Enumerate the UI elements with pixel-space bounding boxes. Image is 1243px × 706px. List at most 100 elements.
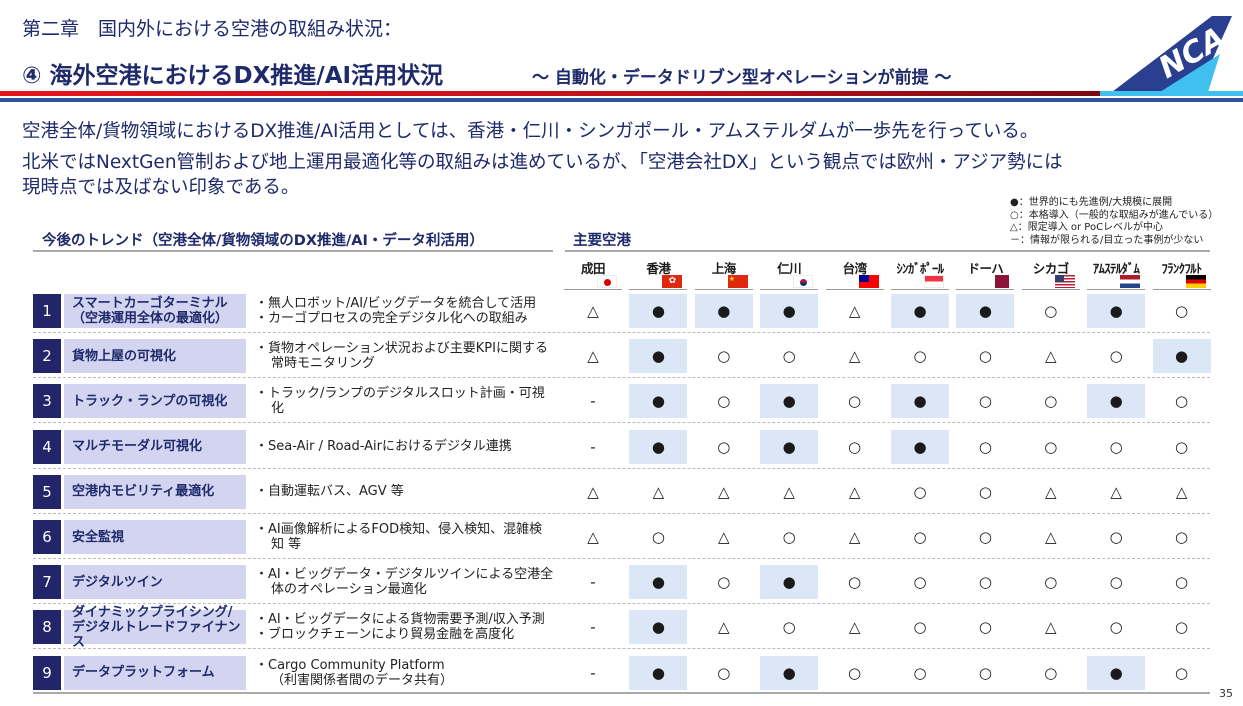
trend-description: ・貨物オペレーション状況および主要KPIに関する常時モニタリング <box>255 339 555 373</box>
status-full: ○ <box>1175 392 1189 411</box>
trend-description: ・自動運転バス、AGV 等 <box>255 475 555 509</box>
airport-column-header: 成田 <box>580 261 606 276</box>
status-full: ○ <box>1175 573 1189 592</box>
description-bullet: ・貨物オペレーション状況および主要KPIに関する常時モニタリング <box>255 341 548 372</box>
status-limited: △ <box>587 347 599 366</box>
airport-header-line <box>565 250 1210 252</box>
trend-label: マルチモーダル可視化 <box>64 429 246 464</box>
row-number: 3 <box>33 384 61 419</box>
trend-label: 空港内モビリティ最適化 <box>64 474 246 509</box>
row-number: 2 <box>33 339 61 374</box>
airport-column-header: 上海 <box>711 261 737 276</box>
trend-label: トラック・ランプの可視化 <box>64 384 246 419</box>
description-bullet: ・AI画像解析によるFOD検知、侵入検知、混雑検知 等 <box>255 522 543 552</box>
description-bullet: ・AI・ビッグデータによる貨物需要予測/収入予測 <box>255 612 545 628</box>
description-bullet: ・ブロックチェーンにより貿易金融を高度化 <box>255 627 515 643</box>
taiwan-flag-icon <box>858 275 879 288</box>
trend-description: ・トラック/ランプのデジタルスロット計画・可視化 <box>255 384 555 418</box>
trend-label-text: デジタルツイン <box>72 575 163 590</box>
column-header-line <box>891 289 949 290</box>
intro-line-2: 北米ではNextGen管制および地上運用最適化等の取組みは進めているが、「空港会… <box>22 152 1063 173</box>
status-advanced: ● <box>1087 655 1146 690</box>
trend-label-line: データプラットフォーム <box>72 665 215 681</box>
status-full: ○ <box>782 528 796 546</box>
status-limited: △ <box>848 618 861 637</box>
status-full: ○ <box>913 618 927 637</box>
column-header-line <box>1021 289 1080 290</box>
status-advanced: ● <box>956 294 1015 328</box>
trend-header: 今後のトレンド（空港全体/貨物領域のDX推進/AI・データ利活用） <box>42 233 484 249</box>
status-full: ○ <box>913 347 927 366</box>
status-limited: △ <box>587 302 599 320</box>
status-full: ○ <box>717 347 731 366</box>
status-limited: △ <box>848 302 861 320</box>
status-full: ○ <box>1109 618 1123 637</box>
row-number: 4 <box>33 429 61 464</box>
row-divider <box>33 422 1210 424</box>
trend-label-text: 安全監視 <box>72 530 124 545</box>
status-advanced: ● <box>629 339 688 374</box>
trend-label-text: トラック・ランプの可視化 <box>72 394 227 409</box>
row-divider <box>33 558 1210 559</box>
description-bullet: ・Sea-Air / Road-Airにおけるデジタル連携 <box>255 439 512 455</box>
status-limited: △ <box>587 482 599 501</box>
trend-header-line <box>33 250 553 252</box>
status-advanced: ● <box>891 384 949 419</box>
row-number: 5 <box>33 474 61 509</box>
trend-label-line: 空港内モビリティ最適化 <box>72 484 215 500</box>
airport-column-header: 台湾 <box>842 261 868 276</box>
trend-label-line: スマートカーゴターミナル <box>72 296 228 311</box>
status-full: ○ <box>913 573 927 592</box>
status-none: - <box>590 618 596 637</box>
hong-kong-flag-icon: ✿ <box>662 275 683 288</box>
status-full: ○ <box>1044 392 1058 411</box>
status-limited: △ <box>1175 482 1188 501</box>
status-full: ○ <box>717 392 731 411</box>
korea-flag-icon <box>793 275 814 288</box>
trend-label-line: デジタルトレードファイナンス <box>72 619 241 650</box>
status-limited: △ <box>652 482 665 501</box>
row-number: 1 <box>33 294 61 328</box>
row-divider <box>33 603 1210 605</box>
status-limited: △ <box>1045 618 1057 637</box>
status-full: ○ <box>1175 528 1189 546</box>
status-advanced: ● <box>760 565 819 600</box>
status-full: ○ <box>1109 437 1123 456</box>
table-bottom-line <box>33 692 1210 694</box>
status-full: ○ <box>651 528 665 546</box>
status-full: ○ <box>1175 618 1189 637</box>
column-header-line <box>1152 289 1211 290</box>
status-advanced: ● <box>629 655 688 690</box>
status-full: ○ <box>913 482 927 501</box>
status-full: ○ <box>978 347 992 366</box>
trend-description: ・AI・ビッグデータによる貨物需要予測/収入予測 ・ブロックチェーンにより貿易金融… <box>255 610 555 644</box>
column-header-line <box>564 289 622 290</box>
status-none: - <box>590 573 596 592</box>
header-divider-cyan <box>1100 91 1243 96</box>
status-full: ○ <box>978 618 992 637</box>
trend-description: ・AI・ビッグデータ・デジタルツインによる空港全体のオペレーション最適化 <box>255 565 555 599</box>
trend-label-text: マルチモーダル可視化 <box>72 439 202 454</box>
row-divider <box>33 512 1210 514</box>
description-bullet: ・無人ロボット/AI/ビッグデータを統合して活用 <box>255 296 537 311</box>
status-advanced: ● <box>1087 384 1146 419</box>
status-none: - <box>590 392 596 411</box>
header-divider-red <box>0 91 1100 96</box>
page-title: ④ 海外空港におけるDX推進/AI活用状況 <box>22 63 444 89</box>
status-full: ○ <box>848 663 862 682</box>
germany-flag-icon <box>1185 275 1206 288</box>
trend-label: デジタルツイン <box>64 565 246 600</box>
trend-description: ・Cargo Community Platform （利害関係者間のデータ共有） <box>255 656 555 690</box>
airport-column-header: シカゴ <box>1032 261 1070 276</box>
trend-label-text: データプラットフォーム <box>72 665 215 680</box>
trend-label-line: ダイナミックプライシング/ <box>72 604 233 620</box>
description-bullet: ・カーゴプロセスの完全デジタル化への取組み <box>255 311 528 326</box>
status-limited: △ <box>1110 482 1122 501</box>
status-advanced: ● <box>760 294 819 328</box>
status-full: ○ <box>717 663 731 682</box>
status-advanced: ● <box>1087 294 1146 328</box>
airport-column-header: 香港 <box>646 261 671 276</box>
trend-label-line: 貨物上屋の可視化 <box>72 348 177 364</box>
trend-label-text: スマートカーゴターミナル （空港運用全体の最適化） <box>72 296 228 326</box>
page-number: 35 <box>1219 687 1233 700</box>
